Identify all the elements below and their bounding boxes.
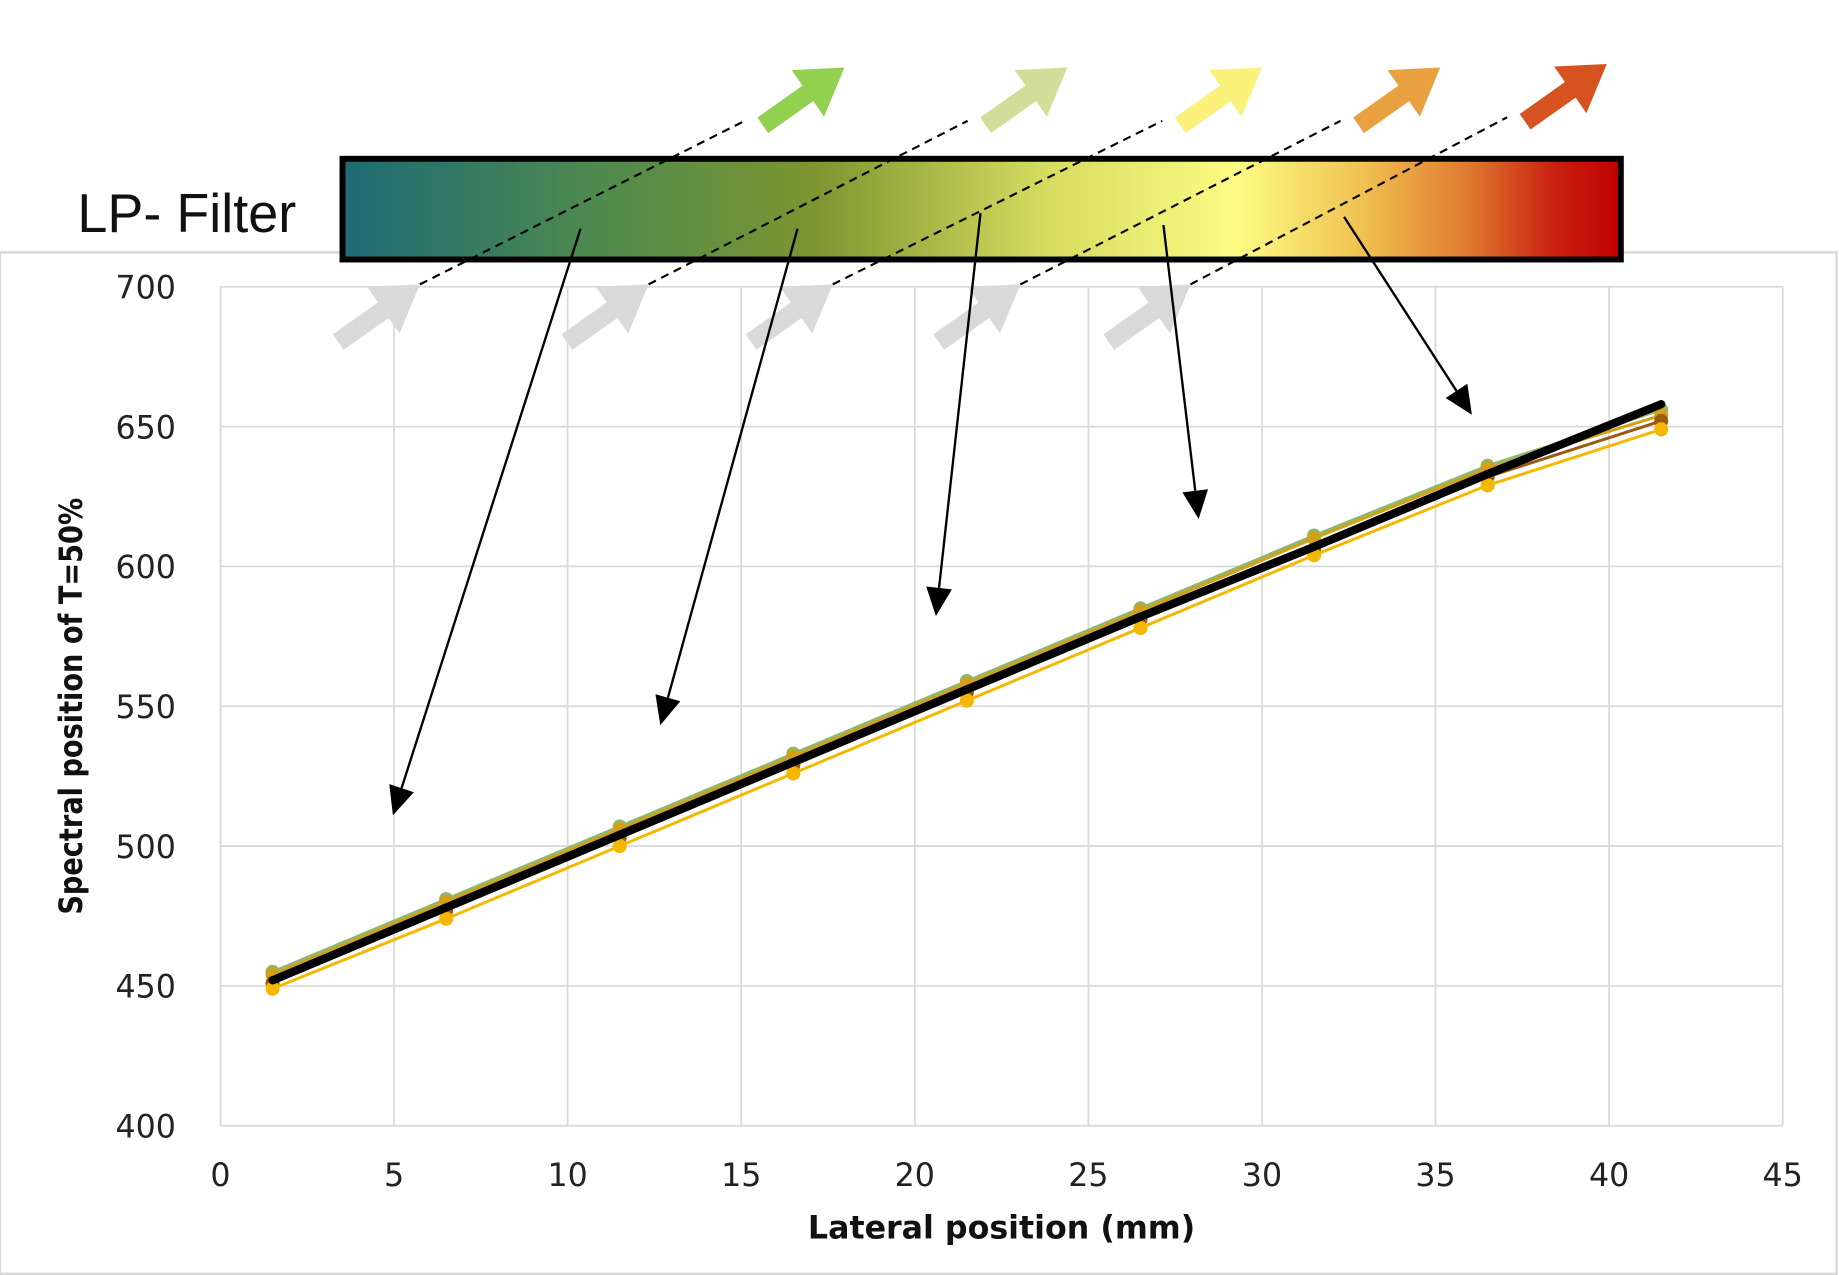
x-tick-label: 25 — [1068, 1156, 1108, 1194]
series-fit — [268, 400, 1666, 985]
data-point — [1654, 422, 1669, 437]
pointer-head — [1445, 383, 1472, 415]
data-point — [1480, 478, 1495, 493]
y-tick-label: 550 — [115, 688, 175, 726]
pointer-arrow-icon — [389, 228, 582, 816]
incoming-light-arrow-icon — [332, 284, 420, 350]
incoming-light-arrow-icon — [561, 284, 649, 350]
series-line — [268, 400, 1666, 985]
pointer-arrow-icon — [655, 228, 799, 726]
x-tick-label: 35 — [1415, 1156, 1455, 1194]
transmitted-light-arrow-icon — [757, 67, 845, 134]
series-group — [265, 400, 1669, 996]
light-ray — [1189, 116, 1508, 286]
data-point — [439, 911, 454, 926]
data-point — [959, 693, 974, 708]
series-lower — [265, 422, 1669, 996]
x-axis-label: Lateral position (mm) — [808, 1208, 1195, 1246]
incoming-light-arrow-icon — [1103, 284, 1191, 350]
pointer-shaft — [400, 228, 582, 789]
data-point — [786, 766, 801, 781]
data-point — [1133, 620, 1148, 636]
light-ray — [419, 119, 746, 286]
y-tick-label: 500 — [115, 828, 175, 866]
light-rays — [389, 63, 1607, 816]
pointer-shaft — [1162, 224, 1197, 491]
arrow-shape — [757, 67, 845, 134]
pointer-head — [926, 586, 952, 617]
lp-filter-bar — [339, 155, 1624, 263]
x-tick-label: 10 — [547, 1156, 587, 1194]
pointer-head — [1182, 489, 1209, 520]
arrow-shape — [561, 284, 649, 350]
pointer-arrow-icon — [926, 213, 982, 617]
axis-ticks: 0 5 10 15 20 25 30 35 40 45 400 450 500 550 600 650 700 — [115, 268, 1802, 1194]
x-tick-label: 15 — [721, 1156, 761, 1194]
data-point — [612, 838, 627, 854]
y-axis-label: Spectral position of T=50% — [53, 498, 89, 915]
pointer-head — [389, 784, 414, 816]
y-tick-label: 600 — [115, 548, 175, 586]
x-tick-label: 40 — [1589, 1156, 1629, 1194]
light-ray — [648, 119, 969, 286]
pointer-arrow-icon — [1162, 224, 1209, 520]
transmitted-light-arrow-icon — [1519, 63, 1607, 130]
pointer-shaft — [1343, 216, 1458, 392]
arrow-shape — [980, 67, 1068, 134]
x-tick-label: 20 — [895, 1156, 935, 1194]
pointer-head — [655, 694, 681, 726]
transmitted-light-arrow-icon — [1174, 67, 1262, 134]
data-point — [265, 981, 280, 996]
y-tick-label: 650 — [115, 408, 175, 446]
pointer-shaft — [666, 228, 799, 699]
pointer-arrow-icon — [1343, 216, 1472, 415]
arrow-shape — [1519, 63, 1607, 130]
transmitted-light-arrow-icon — [1353, 67, 1441, 134]
transmitted-light-arrow-icon — [980, 67, 1068, 134]
light-ray — [832, 119, 1163, 286]
x-tick-label: 45 — [1763, 1156, 1803, 1194]
arrow-shape — [1174, 67, 1262, 134]
arrow-shape — [332, 284, 420, 350]
filter-label: LP- Filter — [77, 184, 296, 244]
arrow-shape — [933, 284, 1021, 350]
chart-area — [0, 251, 1838, 1275]
y-tick-label: 450 — [115, 968, 175, 1006]
incoming-light-arrow-icon — [933, 284, 1021, 350]
y-tick-label: 400 — [115, 1107, 175, 1145]
x-tick-label: 5 — [384, 1156, 404, 1194]
arrow-shape — [1353, 67, 1441, 134]
light-ray — [1019, 119, 1342, 286]
x-tick-label: 0 — [210, 1156, 230, 1194]
arrow-shape — [1103, 284, 1191, 350]
y-tick-label: 700 — [115, 268, 175, 306]
pointer-shaft — [937, 213, 982, 589]
x-tick-label: 30 — [1242, 1156, 1282, 1194]
